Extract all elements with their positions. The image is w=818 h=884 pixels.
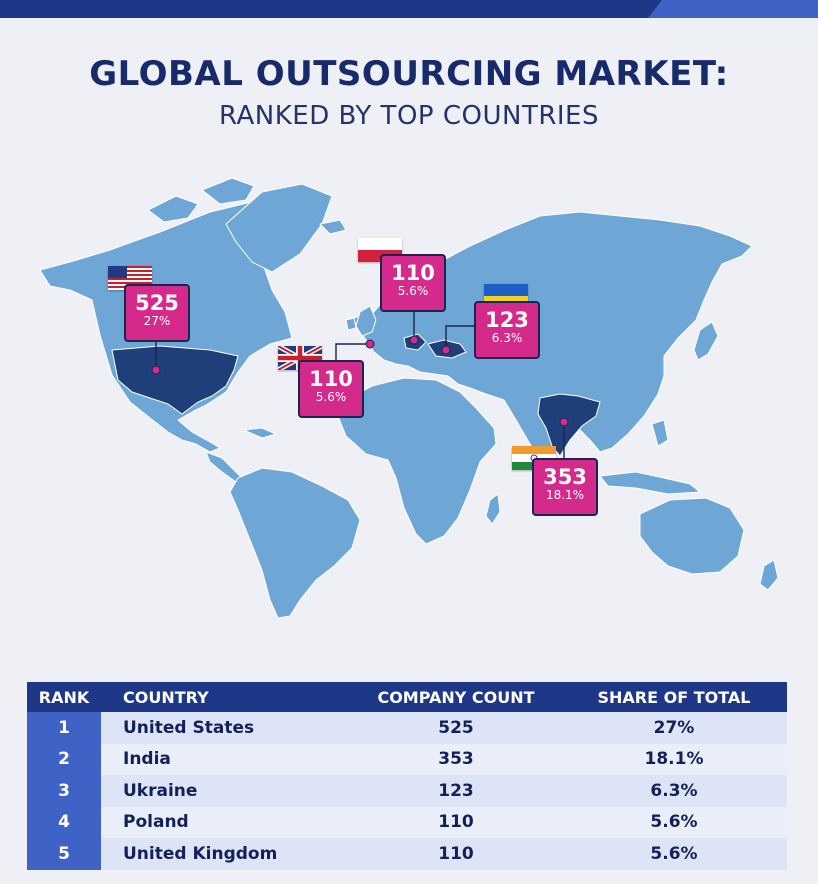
madagascar bbox=[485, 493, 501, 525]
cell-rank: 5 bbox=[27, 838, 101, 870]
cell-company-count: 353 bbox=[351, 743, 561, 775]
marker-count: 353 bbox=[543, 465, 587, 489]
header-share-of-total: SHARE OF TOTAL bbox=[561, 682, 787, 712]
ireland bbox=[345, 317, 357, 331]
uk-location-dot bbox=[365, 339, 375, 349]
header-rank: RANK bbox=[27, 682, 101, 712]
south-america bbox=[229, 467, 361, 619]
united-states-highlight bbox=[111, 345, 239, 415]
cell-country: United Kingdom bbox=[101, 838, 351, 870]
page-title: GLOBAL OUTSOURCING MARKET: bbox=[89, 54, 729, 94]
indonesia bbox=[599, 471, 701, 495]
header-company-count: COMPANY COUNT bbox=[351, 682, 561, 712]
marker-share: 27% bbox=[143, 314, 171, 328]
top-banner-accent bbox=[648, 0, 818, 18]
india-location-dot bbox=[559, 417, 569, 427]
australia bbox=[639, 497, 745, 575]
arctic-islands-east bbox=[201, 177, 255, 205]
cell-share: 5.6% bbox=[561, 806, 787, 838]
table-row: 3 Ukraine 123 6.3% bbox=[27, 775, 787, 807]
marker-count: 110 bbox=[309, 367, 353, 391]
marker-count: 525 bbox=[135, 291, 179, 315]
iceland bbox=[319, 219, 347, 235]
uk-marker: 110 5.6% bbox=[298, 360, 364, 418]
marker-share: 18.1% bbox=[545, 488, 585, 502]
cell-country: Ukraine bbox=[101, 775, 351, 807]
ukraine-leader-line bbox=[445, 325, 474, 350]
cell-rank: 4 bbox=[27, 806, 101, 838]
cell-rank: 2 bbox=[27, 743, 101, 775]
india-highlight bbox=[537, 393, 601, 457]
india-marker: 353 18.1% bbox=[532, 458, 598, 516]
us-marker: 525 27% bbox=[124, 284, 190, 342]
cell-company-count: 525 bbox=[351, 712, 561, 744]
table-header-row: RANK COUNTRY COMPANY COUNT SHARE OF TOTA… bbox=[27, 682, 787, 712]
marker-count: 123 bbox=[485, 308, 529, 332]
cell-share: 5.6% bbox=[561, 838, 787, 870]
cell-country: India bbox=[101, 743, 351, 775]
arctic-islands bbox=[147, 195, 199, 223]
greenland bbox=[225, 183, 333, 273]
table-row: 4 Poland 110 5.6% bbox=[27, 806, 787, 838]
eurasia-landmass bbox=[351, 211, 753, 463]
table-row: 2 India 353 18.1% bbox=[27, 743, 787, 775]
marker-share: 5.6% bbox=[315, 390, 347, 404]
central-america bbox=[205, 451, 243, 483]
marker-share: 5.6% bbox=[397, 284, 429, 298]
cell-country: United States bbox=[101, 712, 351, 744]
cell-share: 6.3% bbox=[561, 775, 787, 807]
cell-share: 27% bbox=[561, 712, 787, 744]
us-location-dot bbox=[151, 365, 161, 375]
marker-share: 6.3% bbox=[491, 331, 523, 345]
japan bbox=[693, 321, 719, 361]
cell-company-count: 110 bbox=[351, 838, 561, 870]
table-row: 1 United States 525 27% bbox=[27, 712, 787, 744]
ranking-table: RANK COUNTRY COMPANY COUNT SHARE OF TOTA… bbox=[27, 682, 787, 870]
caribbean bbox=[243, 427, 277, 439]
philippines bbox=[651, 419, 669, 447]
poland-location-dot bbox=[409, 335, 419, 345]
cell-company-count: 123 bbox=[351, 775, 561, 807]
new-zealand bbox=[759, 559, 779, 591]
cell-rank: 3 bbox=[27, 775, 101, 807]
africa bbox=[337, 377, 497, 545]
marker-count: 110 bbox=[391, 261, 435, 285]
cell-rank: 1 bbox=[27, 712, 101, 744]
header-country: COUNTRY bbox=[101, 682, 351, 712]
cell-share: 18.1% bbox=[561, 743, 787, 775]
poland-marker: 110 5.6% bbox=[380, 254, 446, 312]
ukraine-location-dot bbox=[441, 345, 451, 355]
page-subtitle: RANKED BY TOP COUNTRIES bbox=[218, 101, 599, 131]
top-banner bbox=[0, 0, 818, 18]
table-row: 5 United Kingdom 110 5.6% bbox=[27, 838, 787, 870]
cell-country: Poland bbox=[101, 806, 351, 838]
cell-company-count: 110 bbox=[351, 806, 561, 838]
world-map bbox=[39, 177, 779, 619]
ukraine-marker: 123 6.3% bbox=[474, 301, 540, 359]
